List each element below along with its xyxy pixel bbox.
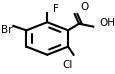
Text: F: F bbox=[53, 4, 58, 14]
Text: OH: OH bbox=[99, 18, 114, 28]
Text: O: O bbox=[80, 2, 88, 12]
Text: Br: Br bbox=[1, 25, 12, 35]
Text: Cl: Cl bbox=[62, 60, 73, 70]
